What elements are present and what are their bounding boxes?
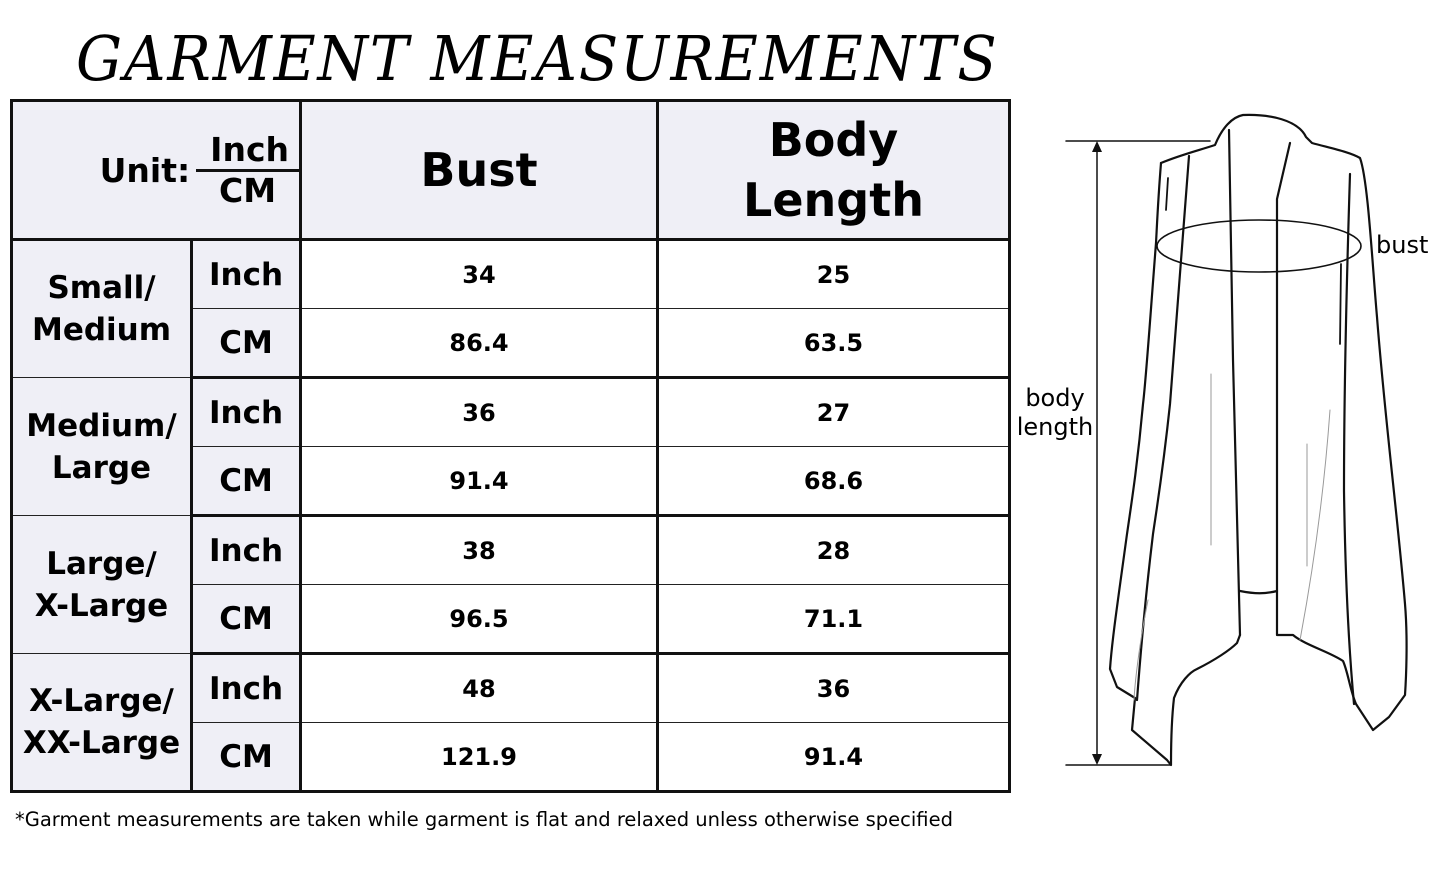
body-length-header: Body Length xyxy=(657,100,1010,241)
body-length-header-line1: Body xyxy=(768,113,899,167)
table-row: CM 121.9 91.4 xyxy=(12,722,1010,793)
bust-value: 96.5 xyxy=(300,584,659,655)
garment-outline xyxy=(1159,113,1408,732)
unit-cm: CM xyxy=(219,170,277,210)
bust-value: 86.4 xyxy=(300,308,659,379)
unit-cell: Inch xyxy=(191,515,302,585)
table-row: CM 86.4 63.5 xyxy=(12,308,1010,379)
size-name-cell: Small/Medium xyxy=(11,239,193,378)
size-name-cell: Large/X-Large xyxy=(11,515,193,654)
bust-value: 48 xyxy=(300,653,659,723)
unit-cell: CM xyxy=(191,722,302,793)
unit-cell: CM xyxy=(191,584,302,655)
body-length-value: 28 xyxy=(657,515,1010,585)
bust-value: 38 xyxy=(300,515,659,585)
garment-left-lapel xyxy=(1227,128,1242,637)
unit-cell: CM xyxy=(191,308,302,379)
size-name-line2: XX-Large xyxy=(22,725,181,761)
size-chart-table: Unit: Inch CM Bust Body Length Small/Mediu… xyxy=(10,99,1011,793)
bust-value: 36 xyxy=(300,377,659,447)
unit-cell: Inch xyxy=(191,377,302,447)
garment-back-hem xyxy=(1238,589,1279,595)
size-name-line2: Large xyxy=(51,449,152,486)
body-length-value: 71.1 xyxy=(657,584,1010,655)
table-row: X-Large/XX-Large Inch 48 36 xyxy=(11,653,1010,792)
table-row: CM 96.5 71.1 xyxy=(12,584,1010,655)
body-length-label-line1: body xyxy=(1025,384,1085,412)
unit-cell: Inch xyxy=(191,653,302,723)
table-row: CM 91.4 68.6 xyxy=(12,446,1010,517)
bust-value: 91.4 xyxy=(300,446,659,517)
fold-lines xyxy=(1165,177,1342,345)
table-row: Medium/Large Inch 36 27 xyxy=(11,377,1010,516)
size-name-line1: Small/ xyxy=(47,270,156,306)
bust-header: Bust xyxy=(300,100,659,241)
page-title: GARMENT MEASUREMENTS xyxy=(76,22,999,95)
size-name-line2: X-Large xyxy=(34,587,169,624)
size-name-cell: Medium/Large xyxy=(11,377,193,516)
body-length-value: 36 xyxy=(657,653,1010,723)
bust-value: 34 xyxy=(300,239,659,309)
header-row: Unit: Inch CM Bust Body Length xyxy=(11,100,1010,241)
garment-left-side xyxy=(1108,161,1242,767)
table-row: Small/Medium Inch 34 25 xyxy=(11,239,1010,378)
unit-header-cell: Unit: Inch CM xyxy=(11,100,302,241)
footnote: *Garment measurements are taken while ga… xyxy=(15,808,953,831)
size-name-line1: Medium/ xyxy=(26,407,177,444)
shading-lines xyxy=(1133,373,1331,701)
table-row: Large/X-Large Inch 38 28 xyxy=(11,515,1010,654)
size-name-cell: X-Large/XX-Large xyxy=(11,653,193,792)
garment-right-front xyxy=(1342,172,1356,706)
bust-label: bust xyxy=(1376,231,1429,259)
unit-cell: CM xyxy=(191,446,302,517)
unit-label: Unit: xyxy=(99,150,191,190)
bust-ellipse xyxy=(1156,219,1362,273)
body-length-header-line2: Length xyxy=(743,173,924,227)
size-name-line1: Large/ xyxy=(46,545,157,582)
body-length-value: 25 xyxy=(657,239,1010,309)
size-name-line1: X-Large/ xyxy=(29,683,174,719)
body-length-value: 27 xyxy=(657,377,1010,447)
body-length-value: 91.4 xyxy=(657,722,1010,793)
body-length-value: 68.6 xyxy=(657,446,1010,517)
body-length-value: 63.5 xyxy=(657,308,1010,379)
body-length-label: body length xyxy=(1012,384,1098,442)
bust-value: 121.9 xyxy=(300,722,659,793)
body-length-label-line2: length xyxy=(1016,413,1094,441)
unit-cell: Inch xyxy=(191,239,302,309)
size-name-line2: Medium xyxy=(31,312,172,348)
unit-inch: Inch xyxy=(196,130,299,172)
